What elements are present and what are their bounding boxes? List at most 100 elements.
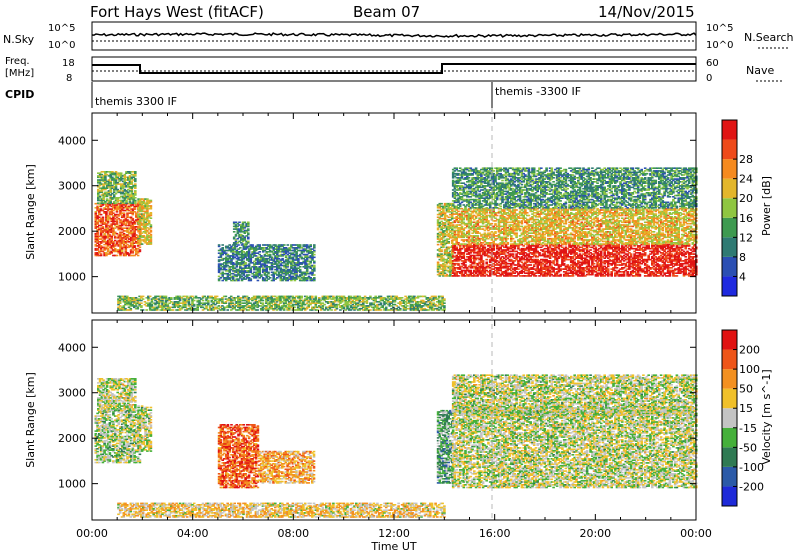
data-cell xyxy=(202,307,205,309)
data-cell xyxy=(565,257,568,259)
data-cell xyxy=(150,215,153,217)
data-cell xyxy=(451,217,454,219)
data-cell xyxy=(109,182,112,184)
data-cell xyxy=(131,189,134,191)
data-cell xyxy=(408,302,411,304)
data-cell xyxy=(262,257,265,259)
freq-right-tick-bottom: 0 xyxy=(706,73,712,84)
data-cell xyxy=(236,276,239,278)
data-cell xyxy=(274,296,277,298)
data-cell xyxy=(247,238,250,240)
data-cell xyxy=(287,244,290,246)
data-cell xyxy=(140,302,143,304)
data-cell xyxy=(521,272,524,274)
data-cell xyxy=(529,257,532,259)
data-cell xyxy=(512,255,515,257)
data-cell xyxy=(288,297,291,299)
data-cell xyxy=(238,222,241,224)
data-cell xyxy=(514,248,517,250)
data-cell xyxy=(134,178,137,180)
data-cell xyxy=(116,242,119,244)
data-cell xyxy=(446,232,449,234)
data-cell xyxy=(105,247,108,249)
data-cell xyxy=(313,246,316,248)
data-cell xyxy=(105,255,108,257)
data-cell xyxy=(470,270,473,272)
data-cell xyxy=(437,244,440,246)
data-cell xyxy=(306,302,309,304)
data-cell xyxy=(237,252,240,254)
data-cell xyxy=(556,259,559,261)
data-cell xyxy=(243,273,246,275)
data-cell xyxy=(540,262,543,264)
data-cell xyxy=(258,244,261,246)
data-cell xyxy=(122,192,125,194)
data-cell xyxy=(133,255,136,257)
data-cell xyxy=(311,296,314,298)
data-cell xyxy=(121,206,124,208)
data-cell xyxy=(480,255,483,257)
data-cell xyxy=(134,172,137,174)
data-cell xyxy=(570,247,573,249)
data-cell xyxy=(258,267,261,269)
data-cell xyxy=(397,307,400,309)
data-cell xyxy=(281,246,284,248)
data-cell xyxy=(120,177,123,179)
data-cell xyxy=(381,307,384,309)
data-cell xyxy=(475,272,478,274)
data-cell xyxy=(297,261,300,263)
data-cell xyxy=(544,252,547,254)
data-cell xyxy=(492,266,495,268)
data-cell xyxy=(281,280,284,282)
data-cell xyxy=(247,230,250,232)
data-cell xyxy=(457,257,460,259)
data-cell xyxy=(235,234,238,236)
data-cell xyxy=(130,302,133,304)
noise-sky-label: N.Sky xyxy=(3,33,35,46)
data-cell xyxy=(96,233,99,235)
data-cell xyxy=(95,212,98,214)
data-cell xyxy=(306,244,309,246)
data-cell xyxy=(306,296,309,298)
data-cell xyxy=(439,217,442,219)
data-cell xyxy=(230,246,233,248)
data-cell xyxy=(257,252,260,254)
data-cell xyxy=(369,309,372,311)
data-cell xyxy=(104,177,107,179)
data-cell xyxy=(184,307,187,309)
data-cell xyxy=(294,280,297,282)
data-cell xyxy=(545,263,548,265)
data-cell xyxy=(494,262,497,264)
data-cell xyxy=(559,274,562,276)
data-cell xyxy=(110,236,113,238)
data-cell xyxy=(239,247,242,249)
data-cell xyxy=(442,257,445,259)
data-cell xyxy=(297,258,300,260)
data-cell xyxy=(100,242,103,244)
data-cell xyxy=(443,308,446,310)
data-cell xyxy=(256,309,259,311)
data-cell xyxy=(137,252,140,254)
data-cell xyxy=(299,266,302,268)
data-cell xyxy=(487,251,490,253)
data-cell xyxy=(107,222,110,224)
data-cell xyxy=(139,249,142,251)
data-cell xyxy=(572,257,575,259)
data-cell xyxy=(205,307,208,309)
data-cell xyxy=(121,225,124,227)
data-cell xyxy=(181,308,184,310)
data-cell xyxy=(517,247,520,249)
data-cell xyxy=(446,215,449,217)
data-cell xyxy=(491,251,494,253)
data-cell xyxy=(243,261,246,263)
data-cell xyxy=(538,252,541,254)
data-cell xyxy=(442,255,445,257)
data-cell xyxy=(179,300,182,302)
data-cell xyxy=(96,232,99,234)
data-cell xyxy=(98,217,101,219)
data-cell xyxy=(559,270,562,272)
data-cell xyxy=(112,242,115,244)
data-cell xyxy=(244,227,247,229)
data-cell xyxy=(271,267,274,269)
data-cell xyxy=(529,264,532,266)
